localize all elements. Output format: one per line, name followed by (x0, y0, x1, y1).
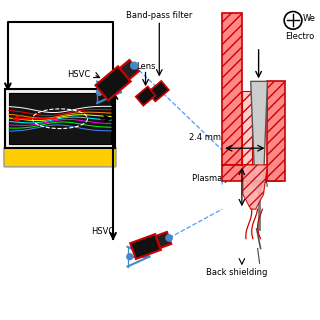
Circle shape (166, 235, 172, 241)
Polygon shape (120, 60, 139, 79)
Bar (222, 12, 242, 165)
Text: 4 mm: 4 mm (244, 180, 268, 189)
Text: Band-pass filter: Band-pass filter (126, 11, 192, 20)
Polygon shape (148, 81, 169, 101)
Circle shape (127, 254, 133, 260)
Circle shape (284, 12, 302, 29)
Text: Electro: Electro (285, 32, 315, 41)
Bar (268, 81, 285, 181)
Text: HSVC: HSVC (92, 227, 115, 236)
Bar (9, 93, 111, 144)
Bar (5, 89, 115, 148)
Circle shape (131, 62, 138, 69)
Text: Back shielding: Back shielding (206, 268, 268, 277)
Polygon shape (156, 232, 171, 248)
Polygon shape (130, 234, 161, 259)
FancyBboxPatch shape (4, 147, 116, 167)
Text: 2.4 mm: 2.4 mm (189, 133, 221, 142)
Polygon shape (243, 165, 268, 209)
Text: Lens: Lens (136, 62, 155, 71)
Text: We: We (303, 14, 316, 23)
Bar (222, 165, 281, 181)
Text: Plasma jet: Plasma jet (192, 174, 236, 183)
Bar (242, 91, 252, 165)
Polygon shape (136, 86, 155, 106)
Text: HSVC: HSVC (67, 69, 90, 78)
Circle shape (96, 89, 102, 95)
Polygon shape (251, 81, 268, 181)
Polygon shape (95, 66, 131, 100)
